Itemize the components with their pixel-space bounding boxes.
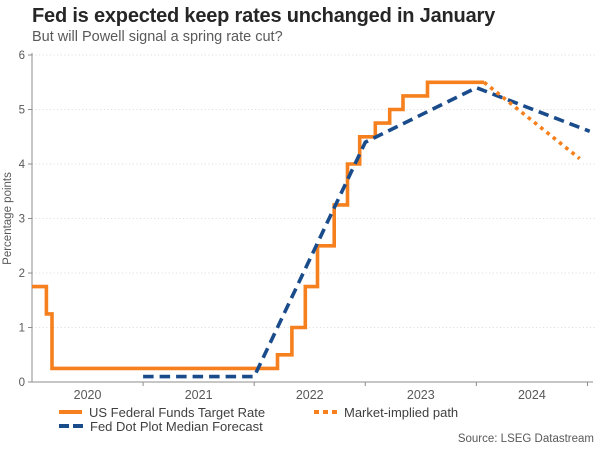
y-tick-label: 3 — [19, 214, 25, 226]
y-tick-label: 5 — [19, 105, 25, 117]
legend-item-market-path: Market-implied path — [314, 404, 459, 420]
series-us-federal-funds-target-rate — [32, 80, 485, 371]
dotted-line-swatch-icon — [314, 410, 337, 414]
x-tick-label: 2023 — [407, 388, 435, 402]
legend-label: Fed Dot Plot Median Forecast — [90, 418, 263, 434]
y-tick-label: 4 — [19, 159, 26, 171]
y-tick-label: 6 — [19, 50, 25, 62]
dashed-line-swatch-icon — [59, 424, 83, 428]
y-tick-label: 2 — [19, 268, 25, 280]
y-axis-title: Percentage points — [2, 172, 14, 265]
legend-label: Market-implied path — [344, 404, 459, 420]
y-tick-label: 0 — [19, 377, 25, 389]
legend-item-fed-funds: US Federal Funds Target Rate — [59, 404, 266, 420]
x-tick-label: 2022 — [296, 388, 324, 402]
series-fed-dot-plot-median-forecast — [143, 85, 591, 379]
solid-line-swatch-icon — [59, 410, 82, 414]
x-tick-label: 2024 — [518, 388, 546, 402]
legend-label: US Federal Funds Target Rate — [89, 404, 266, 420]
series-market-implied-path — [482, 80, 581, 161]
legend-item-dot-plot: Fed Dot Plot Median Forecast — [59, 418, 263, 434]
y-tick-label: 1 — [19, 323, 25, 335]
chart-title: Fed is expected keep rates unchanged in … — [32, 5, 495, 27]
x-tick-label: 2020 — [74, 388, 102, 402]
chart-subtitle: But will Powell signal a spring rate cut… — [32, 29, 283, 45]
x-tick-label: 2021 — [185, 388, 213, 402]
source-credit: Source: LSEG Datastream — [457, 433, 594, 445]
